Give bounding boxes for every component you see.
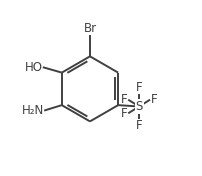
Text: F: F [136, 119, 142, 132]
Text: F: F [136, 81, 142, 94]
Text: H₂N: H₂N [22, 104, 44, 117]
Text: F: F [121, 107, 128, 120]
Text: F: F [151, 93, 157, 106]
Text: F: F [121, 93, 128, 106]
Text: S: S [136, 100, 143, 113]
Text: HO: HO [25, 61, 43, 74]
Text: Br: Br [83, 22, 97, 35]
